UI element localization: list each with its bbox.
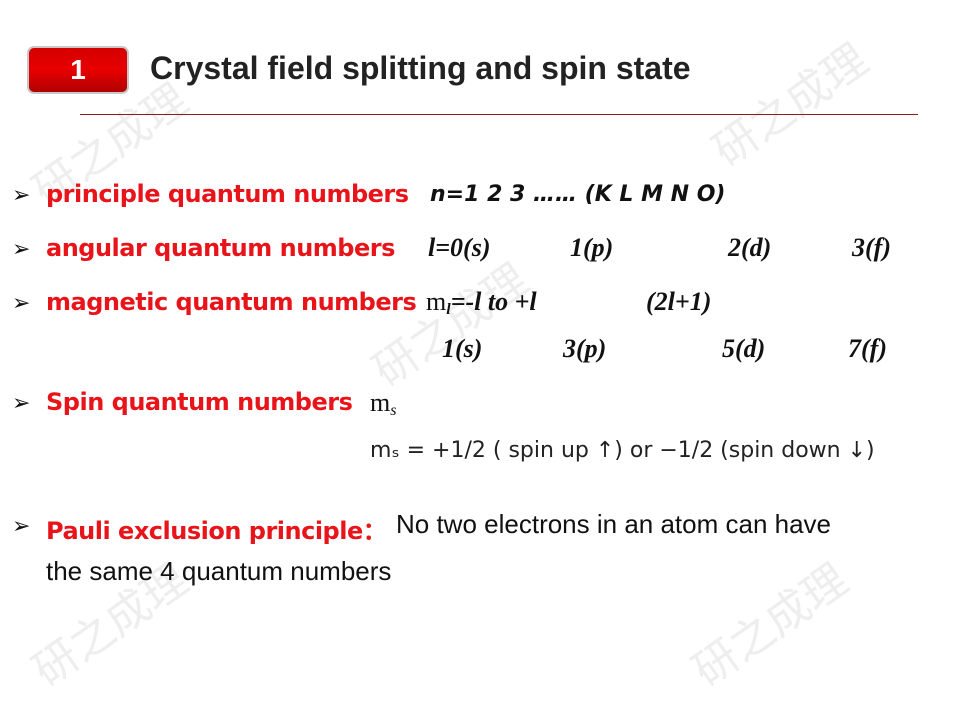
bullet-icon: ➢ xyxy=(12,390,31,415)
spin-label: Spin quantum numbers xyxy=(46,388,353,416)
magnetic-label: magnetic quantum numbers xyxy=(46,288,417,316)
angular-value: l=0(s) xyxy=(428,233,491,262)
watermark: 研之成理 xyxy=(363,254,538,398)
spin-symbol: ms xyxy=(370,388,397,420)
bullet-icon: ➢ xyxy=(12,513,31,538)
watermark: 研之成理 xyxy=(683,554,858,698)
magnetic-value: 5(d) xyxy=(722,334,766,363)
pauli-text: No two electrons in an atom can have xyxy=(396,509,832,539)
pauli-label: Pauli exclusion principle： xyxy=(46,517,387,545)
spin-detail: mₛ = +1/2 ( spin up ↑) or −1/2 (spin dow… xyxy=(370,438,875,463)
principle-value: n=1 2 3 …… (K L M N O) xyxy=(430,182,726,207)
bullet-icon: ➢ xyxy=(12,182,31,207)
angular-value: 2(d) xyxy=(728,233,772,262)
principle-label: principle quantum numbers xyxy=(46,180,409,208)
pauli-text-continued: the same 4 quantum numbers xyxy=(46,556,392,586)
magnetic-value: 7(f) xyxy=(848,334,887,363)
title-divider xyxy=(80,114,918,115)
watermark: 研之成理 xyxy=(703,34,878,178)
angular-value: 3(f) xyxy=(852,233,891,262)
magnetic-value: 3(p) xyxy=(563,334,607,363)
angular-label: angular quantum numbers xyxy=(46,234,395,262)
bullet-icon: ➢ xyxy=(12,236,31,261)
magnetic-count: (2l+1) xyxy=(646,287,712,316)
magnetic-formula: ml=-l to +l xyxy=(426,287,537,319)
bullet-icon: ➢ xyxy=(12,290,31,315)
magnetic-value: 1(s) xyxy=(442,334,483,363)
section-number-badge: 1 xyxy=(27,46,129,94)
slide-title: Crystal field splitting and spin state xyxy=(150,50,691,86)
angular-value: 1(p) xyxy=(570,233,614,262)
